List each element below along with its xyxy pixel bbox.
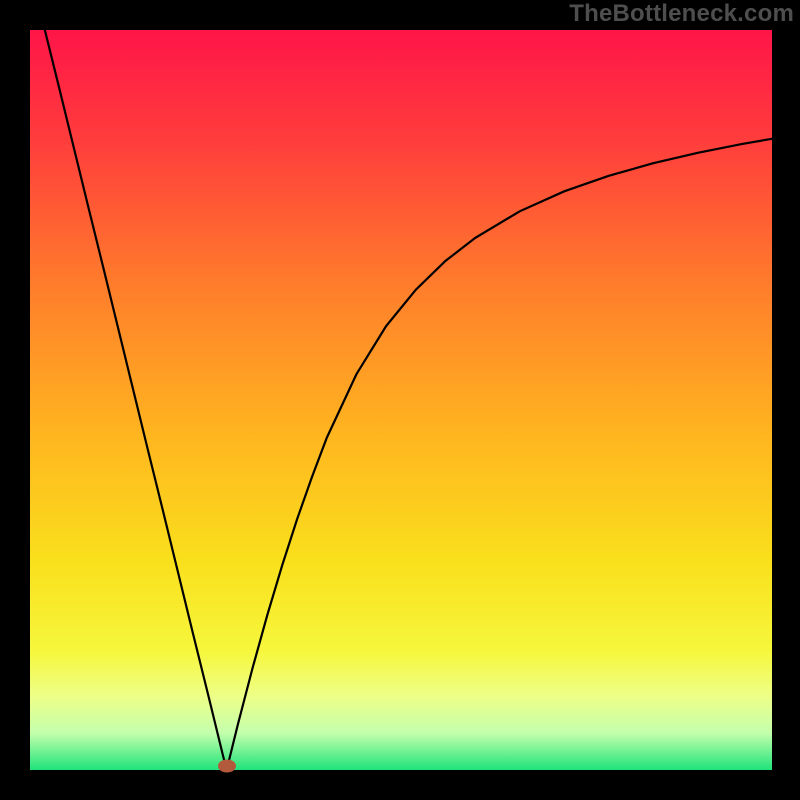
curve-left-branch <box>45 30 227 770</box>
attribution-text: TheBottleneck.com <box>569 0 794 28</box>
curve-svg <box>30 30 772 770</box>
chart-container: TheBottleneck.com <box>0 0 800 800</box>
minimum-marker <box>218 760 236 773</box>
curve-right-branch <box>227 139 772 770</box>
plot-area <box>30 30 772 770</box>
